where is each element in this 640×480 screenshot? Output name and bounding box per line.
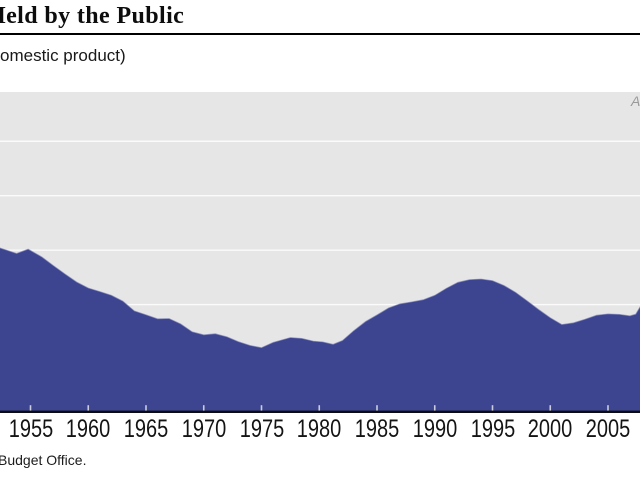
x-axis-label: 1990 [412, 415, 458, 443]
debt-area-series [0, 247, 640, 413]
actual-annotation: Actual [631, 93, 640, 109]
x-axis-label: 2005 [585, 415, 631, 443]
area-chart-svg [0, 92, 640, 413]
source-note: Budget Office. [0, 452, 87, 468]
plot-area [0, 92, 640, 413]
x-axis-label: 1955 [8, 415, 53, 443]
area-top-edge [0, 247, 640, 349]
x-axis-line [0, 410, 640, 413]
chart-subtitle: omestic product) [0, 46, 126, 65]
x-axis-label: 1995 [470, 415, 515, 443]
x-axis-label: 1975 [239, 415, 284, 443]
x-axis-labels: 1955 1960 1965 1970 1975 1980 1985 1990 1995 2000… [0, 415, 640, 445]
x-axis-label: 2000 [528, 415, 573, 443]
x-axis-label: 1970 [181, 415, 227, 443]
x-axis-label: 1980 [297, 415, 342, 443]
x-axis-label: 1965 [123, 415, 169, 443]
x-axis-label: 1960 [66, 415, 111, 443]
x-axis-label: 1985 [354, 415, 400, 443]
title-divider [0, 33, 640, 35]
chart-title: Held by the Public [0, 3, 185, 29]
